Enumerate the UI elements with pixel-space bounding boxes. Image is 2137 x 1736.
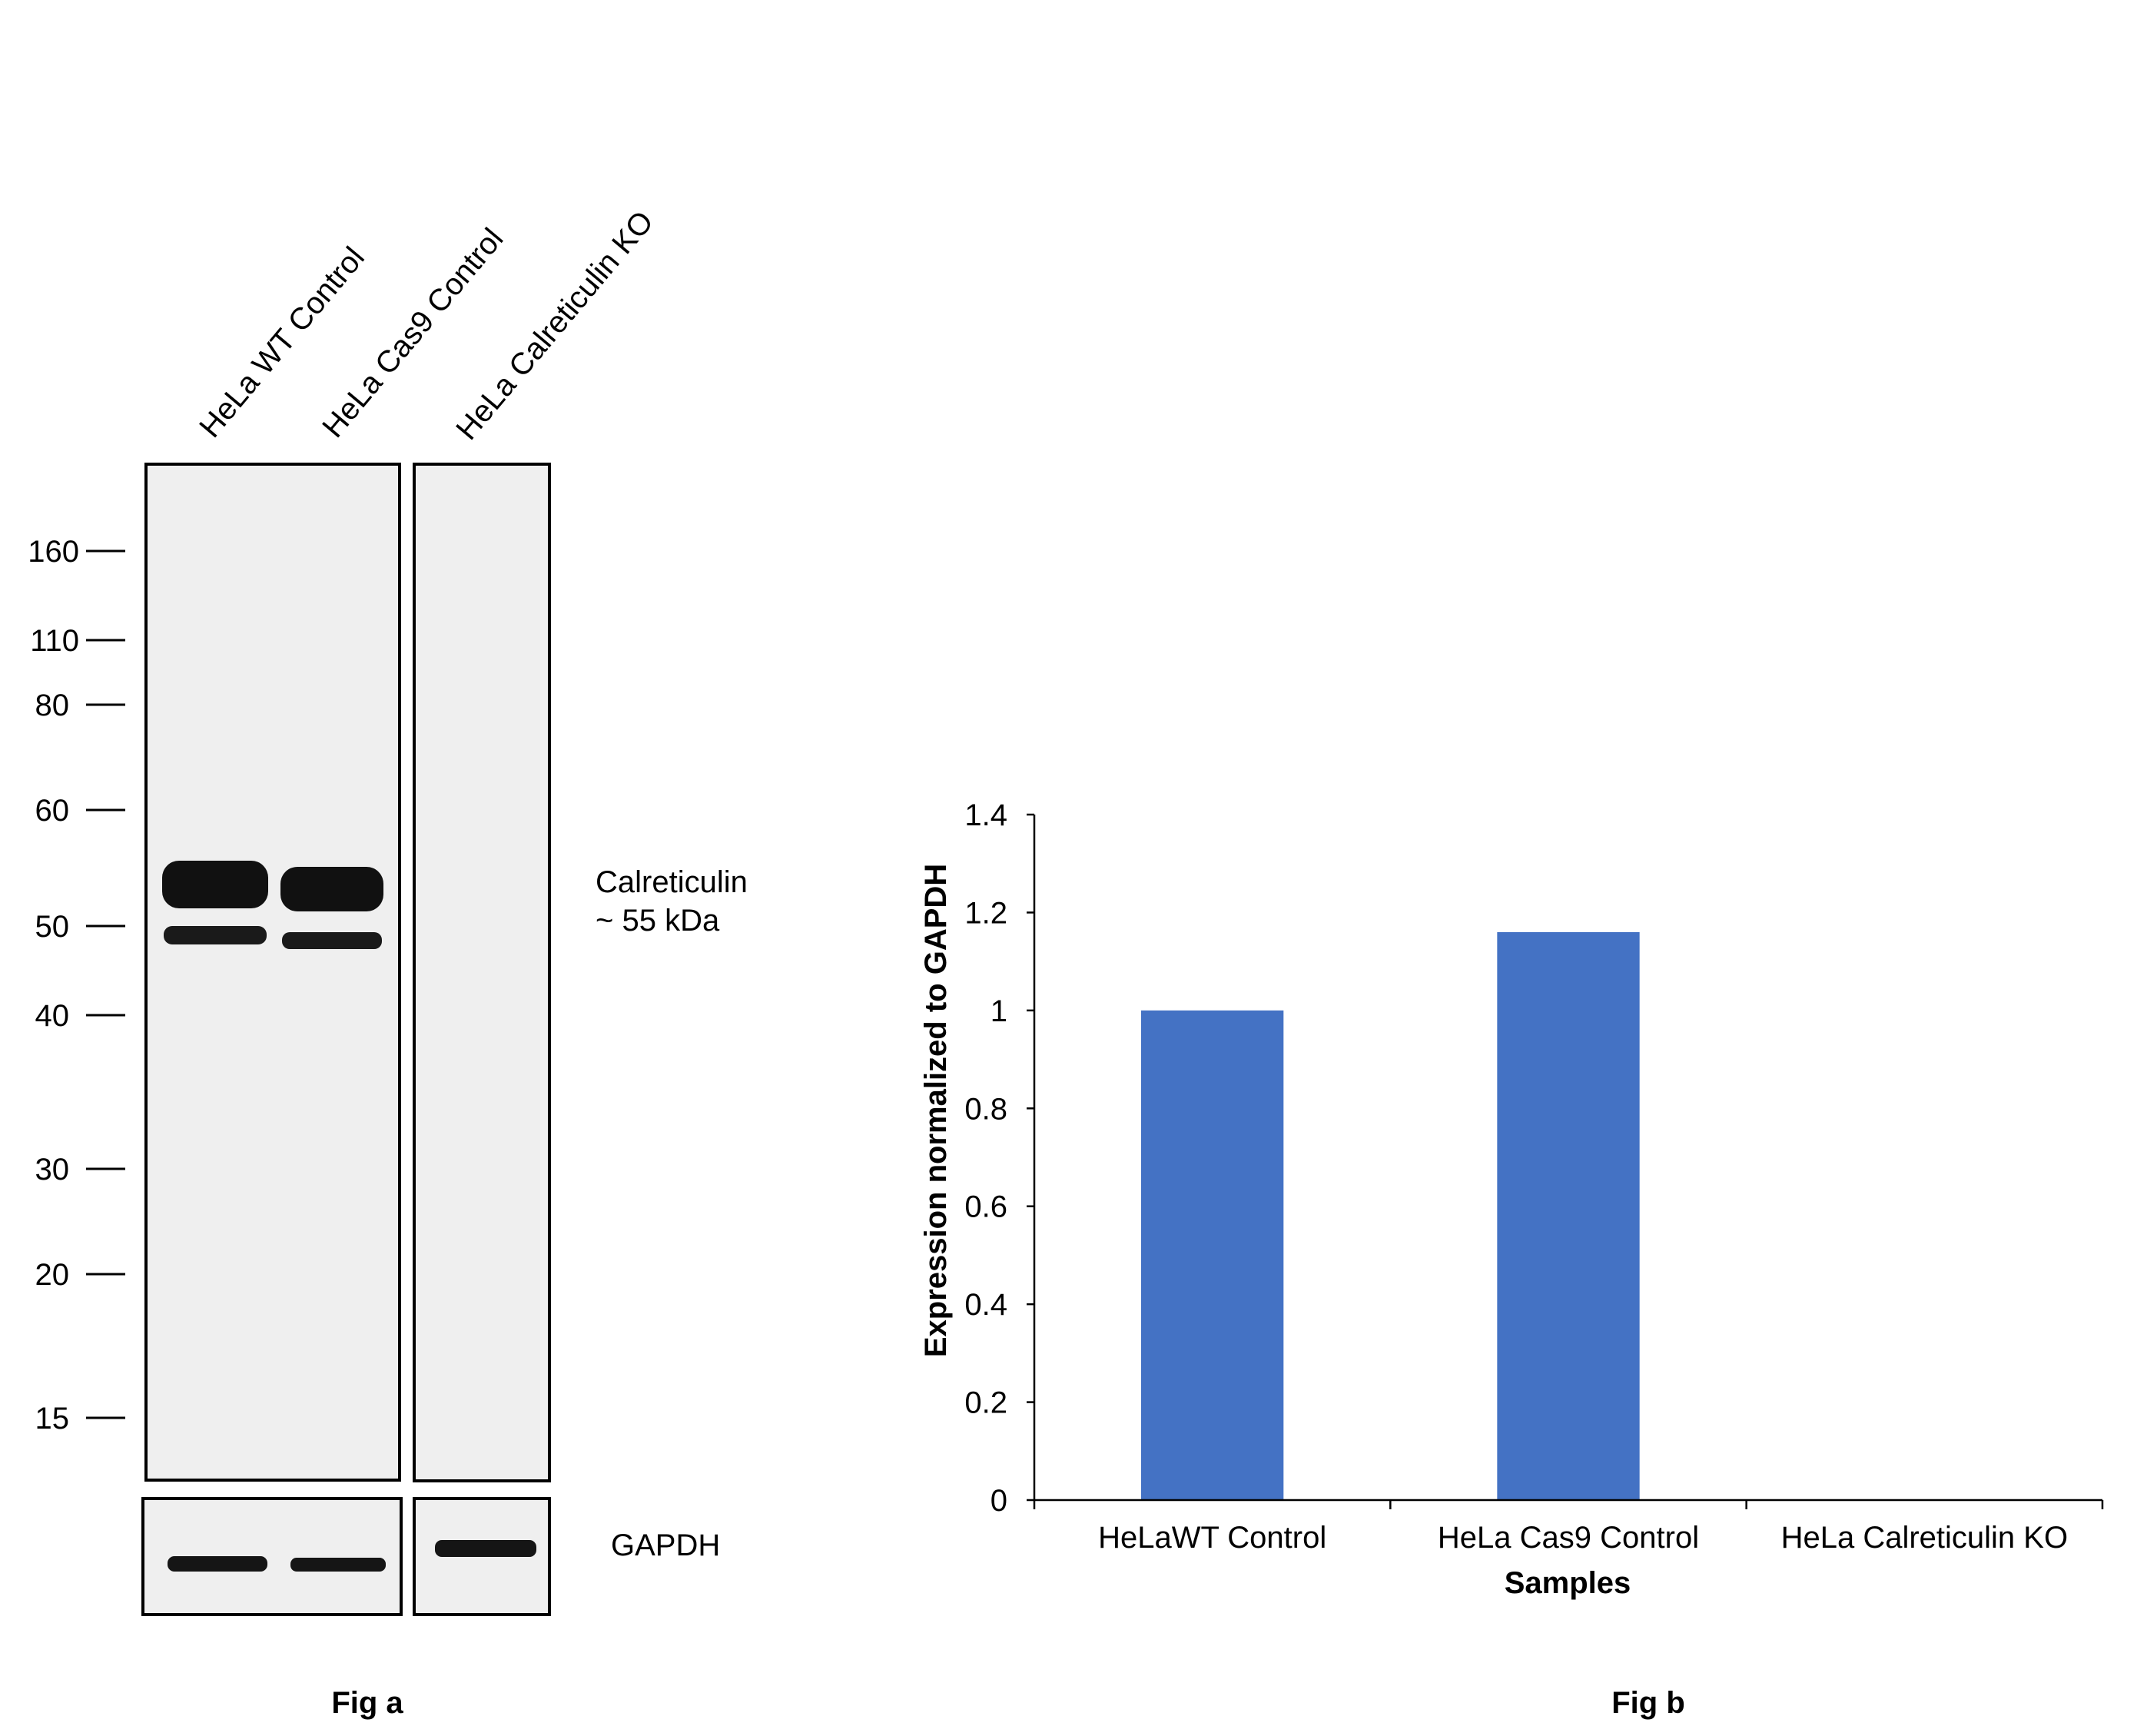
gapdh-bands bbox=[168, 1540, 536, 1572]
bar-chart-panel: 0 0.2 0.4 0.6 0.8 1 1.2 1.4 HeLaWT Control HeLa … bbox=[919, 798, 2104, 1720]
blot-membrane-left bbox=[144, 463, 401, 1482]
fig-a-caption: Fig a bbox=[331, 1686, 403, 1720]
mw-marker-labels: 160 110 80 60 50 40 30 20 15 bbox=[28, 535, 79, 1436]
y-axis-title: Expression normalized to GAPDH bbox=[919, 864, 953, 1357]
bar-2 bbox=[1497, 931, 1640, 1500]
mw-label-60: 60 bbox=[35, 794, 70, 828]
mw-label-160: 160 bbox=[28, 535, 79, 569]
mw-label-50: 50 bbox=[35, 910, 70, 944]
y-tick-label: 1.4 bbox=[964, 798, 1007, 832]
y-tick-label: 0.6 bbox=[964, 1190, 1007, 1224]
mw-label-80: 80 bbox=[35, 689, 70, 722]
mw-label-40: 40 bbox=[35, 999, 70, 1033]
mw-label-110: 110 bbox=[30, 624, 79, 658]
y-tick-label: 0.4 bbox=[964, 1288, 1007, 1322]
mw-label-15: 15 bbox=[35, 1402, 70, 1436]
western-blot-panel: HeLa WT Control HeLa Cas9 Control HeLa C… bbox=[28, 204, 748, 1720]
bar-1 bbox=[1141, 1010, 1284, 1500]
y-tick-label: 1 bbox=[991, 994, 1007, 1028]
band-lane2-lower bbox=[282, 932, 382, 949]
band-lane2-upper bbox=[280, 867, 383, 911]
band-lane1-upper bbox=[162, 861, 268, 908]
mw-label-30: 30 bbox=[35, 1153, 70, 1187]
loading-control-label: GAPDH bbox=[611, 1529, 720, 1562]
y-tick-label: 1.2 bbox=[964, 896, 1007, 930]
band-label-protein: Calreticulin bbox=[596, 865, 748, 899]
bar-series bbox=[1141, 931, 1640, 1500]
x-tick-label: HeLa Calreticulin KO bbox=[1781, 1521, 2069, 1555]
y-axis-ticks: 0 0.2 0.4 0.6 0.8 1 1.2 1.4 bbox=[964, 798, 1034, 1518]
gapdh-band-lane2 bbox=[290, 1558, 386, 1572]
band-label-mw: ~ 55 kDa bbox=[596, 904, 720, 938]
blot-membrane-right bbox=[413, 463, 551, 1482]
y-tick-label: 0.8 bbox=[964, 1092, 1007, 1126]
gapdh-band-lane3 bbox=[435, 1540, 536, 1557]
band-lane1-lower bbox=[164, 926, 267, 944]
fig-b-caption: Fig b bbox=[1611, 1686, 1685, 1720]
y-tick-label: 0 bbox=[991, 1484, 1007, 1518]
x-axis-title: Samples bbox=[1505, 1566, 1631, 1600]
mw-label-20: 20 bbox=[35, 1258, 70, 1292]
x-axis-ticks: HeLaWT Control HeLa Cas9 Control HeLa Calr… bbox=[1033, 1500, 2104, 1555]
mw-marker-ticks bbox=[86, 549, 125, 1419]
x-tick-label: HeLaWT Control bbox=[1098, 1521, 1326, 1555]
y-tick-label: 0.2 bbox=[964, 1386, 1007, 1420]
x-tick-label: HeLa Cas9 Control bbox=[1438, 1521, 1699, 1555]
gapdh-band-lane1 bbox=[168, 1556, 267, 1572]
calreticulin-bands bbox=[162, 861, 383, 949]
